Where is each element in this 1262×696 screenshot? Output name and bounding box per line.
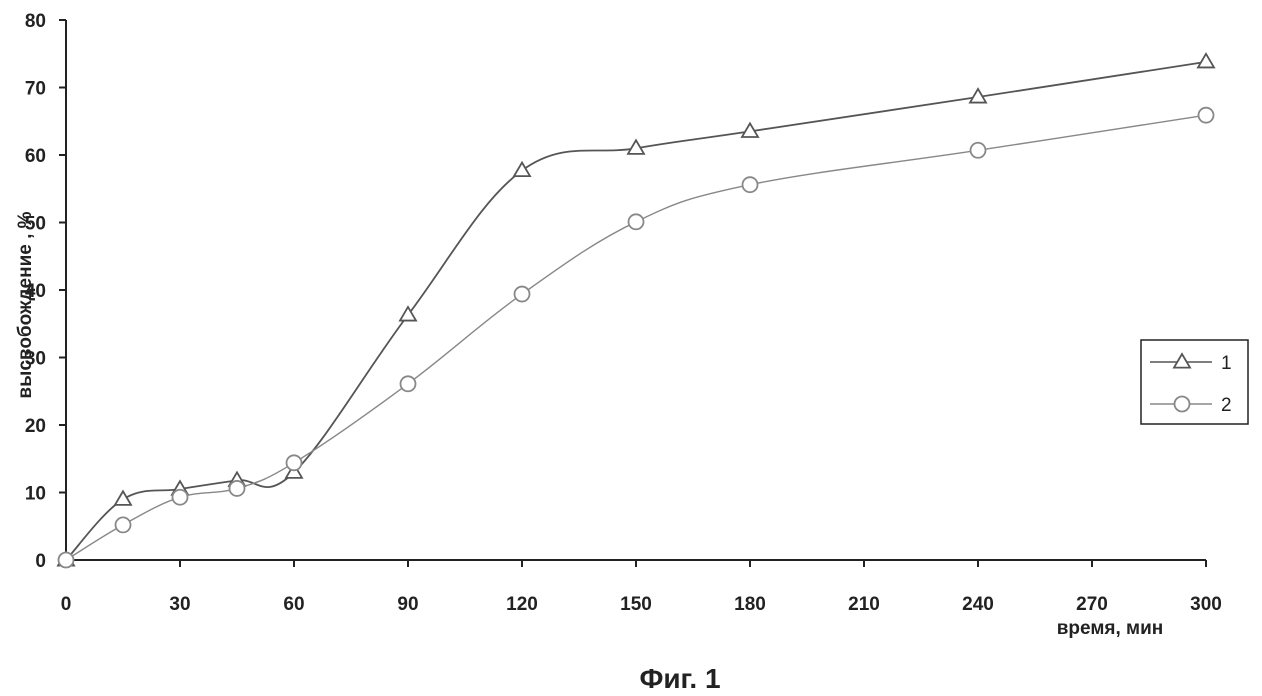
series-2-point <box>743 177 758 192</box>
x-tick-label: 0 <box>61 594 72 615</box>
legend: 12 <box>1141 340 1248 424</box>
series-2-point <box>287 455 302 470</box>
x-tick-label: 240 <box>962 594 994 615</box>
y-axis-title: высвобождение , % <box>15 211 36 398</box>
x-tick-label: 300 <box>1190 594 1222 615</box>
series-1-point <box>115 491 131 505</box>
series-2-point <box>401 376 416 391</box>
series-2-point <box>59 553 74 568</box>
x-tick-label: 60 <box>283 594 304 615</box>
x-tick-label: 30 <box>169 594 190 615</box>
series-2-point <box>629 214 644 229</box>
x-tick-label: 150 <box>620 594 652 615</box>
x-tick-label: 270 <box>1076 594 1108 615</box>
series-1-point <box>400 307 416 321</box>
x-tick-label: 90 <box>397 594 418 615</box>
y-tick-label: 20 <box>25 416 46 437</box>
y-tick-label: 70 <box>25 79 46 100</box>
legend-box <box>1141 340 1248 424</box>
series-1-point <box>514 163 530 177</box>
y-tick-label: 80 <box>25 11 46 32</box>
series-1-point <box>1198 54 1214 68</box>
x-tick-label: 120 <box>506 594 538 615</box>
legend-label: 2 <box>1221 395 1232 416</box>
series-2-point <box>515 287 530 302</box>
series-2 <box>59 108 1214 568</box>
y-tick-label: 0 <box>35 551 46 572</box>
ticks: 0102030405060708003060901201501802102402… <box>25 11 1222 615</box>
series-2-point <box>230 481 245 496</box>
y-tick-label: 10 <box>25 484 46 505</box>
x-axis-title: время, мин <box>1057 618 1164 639</box>
legend-marker <box>1175 397 1190 412</box>
x-tick-label: 210 <box>848 594 880 615</box>
figure-caption: Фиг. 1 <box>639 663 720 694</box>
series-2-point <box>173 490 188 505</box>
series-layer <box>58 54 1214 568</box>
x-tick-label: 180 <box>734 594 766 615</box>
series-2-point <box>116 517 131 532</box>
legend-label: 1 <box>1221 353 1232 374</box>
series-2-point <box>971 143 986 158</box>
y-tick-label: 60 <box>25 146 46 167</box>
series-2-point <box>1199 108 1214 123</box>
